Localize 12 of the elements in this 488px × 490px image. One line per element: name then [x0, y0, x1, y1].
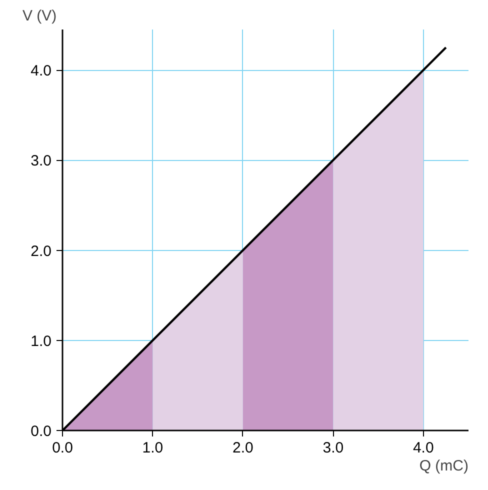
x-tick-label: 3.0 — [322, 440, 344, 456]
y-tick-label: 4.0 — [30, 62, 52, 80]
y-tick-label: 0.0 — [30, 423, 52, 440]
x-tick-label: 0.0 — [52, 440, 73, 456]
y-axis-title: V (V) — [22, 8, 57, 24]
y-tick-label: 1.0 — [30, 332, 52, 350]
y-tick-label: 2.0 — [30, 242, 52, 260]
y-tick-label: 3.0 — [30, 152, 52, 170]
x-tick-label: 2.0 — [232, 440, 254, 456]
x-tick-label: 1.0 — [142, 440, 164, 456]
x-axis-title: Q (mC) — [419, 458, 469, 474]
x-tick-label: 4.0 — [412, 440, 434, 456]
